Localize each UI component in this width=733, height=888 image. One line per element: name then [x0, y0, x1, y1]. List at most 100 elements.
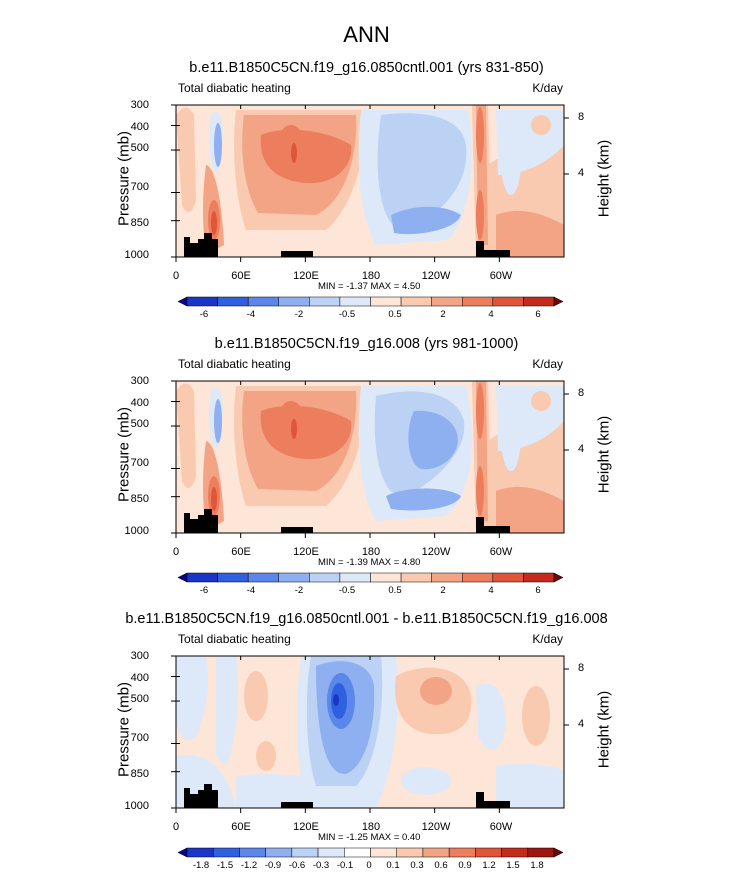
plot-frame: [175, 655, 565, 809]
colorbar-label: -0.1: [336, 860, 354, 871]
y-tick-label: 1000: [124, 525, 149, 537]
colorbar-segment: [186, 847, 214, 858]
y-right-tick-label: 4: [578, 718, 585, 730]
colorbar-label: 0.9: [458, 860, 472, 871]
right-string: K/day: [532, 632, 563, 646]
colorbar: [177, 847, 564, 858]
min-max-label: MIN = -1.37 MAX = 4.50: [318, 281, 421, 292]
colorbar-segment: [370, 847, 397, 858]
left-string: Total diabatic heating: [178, 81, 291, 95]
colorbar-segment: [431, 296, 463, 307]
contour-region: [281, 802, 313, 808]
colorbar-segment: [448, 847, 476, 858]
colorbar-segment: [370, 296, 402, 307]
colorbar-label: -1.8: [192, 860, 210, 871]
contour-region: [214, 123, 222, 167]
x-tick-label: 60E: [231, 546, 251, 558]
contour-region: [476, 683, 506, 750]
contour-region: [184, 509, 218, 533]
panel-title: b.e11.B1850C5CN.f19_g16.0850cntl.001 (yr…: [189, 60, 544, 76]
colorbar-label: -0.3: [312, 860, 330, 871]
y-tick-label: 700: [130, 457, 149, 469]
colorbar-segment: [462, 572, 494, 583]
contour-region: [501, 401, 521, 471]
x-tick-label: 60E: [231, 821, 251, 833]
contour-region: [333, 694, 339, 706]
contour-region: [176, 656, 208, 740]
colorbar-label: 6: [535, 309, 541, 320]
x-tick-label: 120W: [421, 270, 451, 282]
y-axis-title-right: Height (km): [595, 415, 613, 494]
colorbar-label: -0.5: [338, 585, 356, 596]
colorbar-label: 1.5: [506, 860, 520, 871]
colorbar-segment: [527, 847, 555, 858]
contour-region: [211, 211, 217, 235]
contour-region: [216, 656, 238, 766]
right-string: K/day: [532, 81, 563, 95]
contour-region: [476, 190, 484, 240]
colorbar-segment: [177, 296, 188, 307]
colorbar-label: 2: [440, 585, 446, 596]
colorbar-label: -2: [294, 309, 304, 320]
colorbar-label: 0.6: [434, 860, 448, 871]
colorbar: [177, 296, 564, 307]
y-tick-label: 700: [130, 732, 149, 744]
contour-region: [420, 677, 452, 705]
y-tick-label: 850: [130, 768, 149, 780]
contour-region: [176, 107, 196, 212]
colorbar-segment: [239, 847, 266, 858]
colorbar-segment: [523, 572, 555, 583]
x-tick-label: 180: [361, 821, 381, 833]
colorbar-label: -0.5: [338, 309, 356, 320]
contour-region: [482, 250, 510, 257]
y-tick-label: 850: [130, 493, 149, 505]
contour-region: [386, 488, 461, 511]
colorbar: [177, 572, 564, 583]
colorbar-segment: [370, 572, 402, 583]
x-tick-label: 180: [361, 546, 381, 558]
contour-region: [391, 206, 461, 235]
contour-region: [531, 391, 551, 411]
colorbar-segment: [339, 296, 371, 307]
y-tick-label: 400: [130, 397, 149, 409]
colorbar-label: -2: [294, 585, 304, 596]
colorbar-label: 0.5: [388, 309, 402, 320]
colorbar-segment: [396, 847, 424, 858]
contour-region: [214, 399, 222, 443]
colorbar-segment: [431, 572, 463, 583]
contour-region: [377, 113, 467, 231]
contour-plot: [171, 655, 569, 813]
colorbar-segment: [492, 296, 524, 307]
contour-region: [281, 251, 313, 257]
contour-region: [476, 517, 484, 533]
colorbar-label: -0.6: [288, 860, 306, 871]
y-right-tick-label: 8: [578, 662, 585, 674]
panel-title: b.e11.B1850C5CN.f19_g16.008 (yrs 981-100…: [214, 336, 519, 352]
contour-region: [476, 792, 484, 808]
x-tick-label: 120E: [293, 270, 319, 282]
y-tick-label: 850: [130, 217, 149, 229]
x-tick-label: 60W: [489, 546, 513, 558]
contour-region: [482, 801, 510, 808]
y-tick-label: 500: [130, 418, 149, 430]
colorbar-segment: [265, 847, 293, 858]
colorbar-label: -6: [199, 585, 209, 596]
left-string: Total diabatic heating: [178, 632, 291, 646]
colorbar-label: 0.1: [386, 860, 400, 871]
y-right-tick-label: 8: [578, 387, 585, 399]
x-tick-label: 60E: [231, 270, 251, 282]
contour-region: [281, 527, 313, 533]
panel-title: b.e11.B1850C5CN.f19_g16.0850cntl.001 - b…: [125, 611, 608, 627]
y-tick-label: 300: [130, 650, 149, 662]
colorbar-segment: [309, 296, 341, 307]
colorbar-segment: [492, 572, 524, 583]
contour-plot: [171, 104, 569, 262]
x-tick-label: 120E: [293, 546, 319, 558]
y-tick-label: 500: [130, 142, 149, 154]
colorbar-label: 6: [535, 585, 541, 596]
x-tick-label: 60W: [489, 270, 513, 282]
contour-region: [476, 383, 484, 439]
colorbar-segment: [501, 847, 529, 858]
colorbar-label: 0: [366, 860, 372, 871]
colorbar-segment: [462, 296, 494, 307]
